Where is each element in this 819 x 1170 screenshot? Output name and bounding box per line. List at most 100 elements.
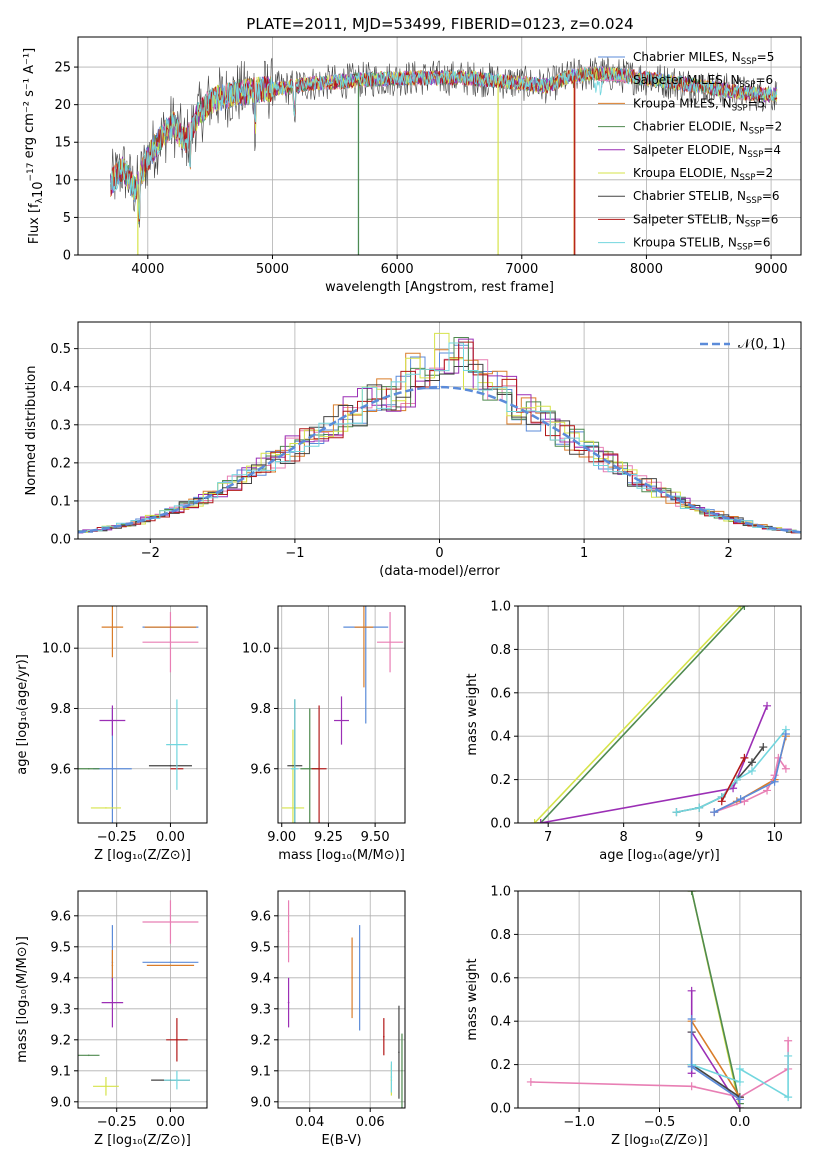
x-tick-label: −2 xyxy=(141,546,160,561)
weight-lines-weight_vs_Z xyxy=(526,891,793,1108)
legend-entry-label: Chabrier ELODIE, N xyxy=(633,120,749,134)
weight-marker xyxy=(687,1062,696,1071)
x-tick-label: 9000 xyxy=(755,262,788,277)
weight-marker xyxy=(759,743,768,752)
y-axis-label-part: Flux [f xyxy=(27,203,42,244)
data-point xyxy=(169,641,172,643)
weight-marker xyxy=(710,808,719,817)
data-point xyxy=(292,807,294,809)
data-point xyxy=(390,1076,393,1078)
y-tick-label: 25 xyxy=(54,61,71,76)
y-tick-label: 9.4 xyxy=(50,971,71,986)
weight-marker xyxy=(781,730,790,739)
weight-marker xyxy=(536,819,545,823)
legend-entry: Salpeter ELODIE, NSSP=4 xyxy=(633,143,781,160)
weight-marker xyxy=(735,1077,744,1086)
histogram-step-6 xyxy=(78,363,801,539)
data-point xyxy=(176,743,178,746)
data-point xyxy=(398,1051,400,1053)
weight-marker xyxy=(687,986,696,995)
weight-line-0 xyxy=(713,733,787,813)
errorbars-age_vs_mass xyxy=(281,606,404,823)
errorbars-mass_vs_ebv xyxy=(287,900,403,1108)
data-point xyxy=(105,807,107,809)
y-tick-label: 1.0 xyxy=(490,600,511,615)
data-point xyxy=(111,719,114,722)
y-axis-label: mass weight xyxy=(465,673,480,755)
y-tick-label: 9.0 xyxy=(250,1095,271,1110)
x-tick-label: −0.25 xyxy=(97,830,137,845)
x-tick-label: 0.00 xyxy=(156,830,185,845)
legend-entry-value: =2 xyxy=(765,120,783,134)
legend-entry-value: =6 xyxy=(753,236,771,250)
data-point xyxy=(318,767,320,770)
legend-entry-value: =5 xyxy=(748,96,766,110)
x-tick-label: 0.06 xyxy=(356,1115,385,1130)
errorbars-age_vs_Z xyxy=(78,606,199,823)
weight-marker xyxy=(770,777,779,786)
weight-marker xyxy=(735,1095,744,1104)
x-axis-label: E(B-V) xyxy=(321,1133,361,1148)
axes-frame xyxy=(77,605,208,824)
y-tick-label: 9.4 xyxy=(250,971,271,986)
errorbars-mass_vs_Z xyxy=(78,900,199,1096)
data-point xyxy=(169,921,172,923)
y-tick-label: 10.0 xyxy=(242,642,271,657)
x-tick-label: 8 xyxy=(620,830,628,845)
legend-entry: 𝒩(0, 1) xyxy=(738,337,785,352)
weight-marker xyxy=(526,1077,535,1086)
weight-marker xyxy=(784,1036,793,1045)
weight-marker xyxy=(763,786,772,795)
normal-curve xyxy=(78,385,801,534)
y-tick-label: 10 xyxy=(54,173,71,188)
y-tick-label: 9.3 xyxy=(50,1002,71,1017)
legend-entry: Chabrier MILES, NSSP=5 xyxy=(633,50,774,67)
figure-title: PLATE=2011, MJD=53499, FIBERID=0123, z=0… xyxy=(246,15,633,33)
y-tick-label: 9.6 xyxy=(50,762,71,777)
x-axis-label: wavelength [Angstrom, rest frame] xyxy=(325,280,554,295)
plot-layers: 4000 5000 6000 7000 8000 90000510152025wavele… xyxy=(15,36,802,1148)
axes-frame xyxy=(277,605,406,824)
x-tick-label: −0.25 xyxy=(97,1115,137,1130)
data-point xyxy=(340,719,343,722)
data-point xyxy=(169,964,172,967)
y-tick-label: 0.6 xyxy=(490,971,511,986)
legend-entry-label: Chabrier STELIB, N xyxy=(633,189,746,203)
grid-mass_vs_ebv xyxy=(278,891,405,1108)
weight-marker xyxy=(781,764,790,773)
weight-marker xyxy=(687,1082,696,1091)
legend-entry: Chabrier ELODIE, NSSP=2 xyxy=(633,120,782,137)
y-tick-label: 15 xyxy=(54,136,71,151)
legend-entry-label: Kroupa MILES, N xyxy=(633,96,732,110)
data-point xyxy=(111,767,114,770)
weight-marker xyxy=(740,753,749,762)
y-tick-label: 0.2 xyxy=(50,456,71,471)
x-tick-label: 9.50 xyxy=(361,830,390,845)
y-axis-label: age [log₁₀(age/yr)] xyxy=(15,654,30,775)
y-tick-label: 0.5 xyxy=(50,342,71,357)
axes-mass_vs_Z: −0.25 0.00 9.0 9.1 9.2 9.3 9.4 9.5 9.6 Z [log₁₀(Z… xyxy=(15,890,208,1148)
x-tick-label: 5000 xyxy=(256,262,289,277)
y-tick-label: 0.4 xyxy=(490,730,511,745)
weight-marker xyxy=(763,701,772,710)
legend-entry-sub: SSP xyxy=(741,57,757,67)
axes-residuals: −2 −1 0 1 2 0.0 0.1 0.2 0.3 0.4 0.5 (data-model)/er… xyxy=(24,321,802,579)
data-point xyxy=(176,1079,178,1081)
weight-marker xyxy=(740,606,749,610)
x-tick-label: 9.00 xyxy=(267,830,296,845)
y-axis-label: mass weight xyxy=(465,958,480,1040)
axes-frame xyxy=(77,321,802,540)
legend-entry-value: =5 xyxy=(757,50,775,64)
data-point xyxy=(363,626,365,628)
axes-spectrum: 4000 5000 6000 7000 8000 9000 0 5 10 15 20 25 wavele… xyxy=(22,36,802,295)
legend-entry-label: Salpeter STELIB, N xyxy=(633,212,745,226)
legend-entry: Kroupa ELODIE, NSSP=2 xyxy=(633,166,773,183)
axes-frame xyxy=(77,890,208,1109)
histogram-step-8 xyxy=(78,342,801,539)
legend-entry-label: Chabrier MILES, N xyxy=(633,50,741,64)
weight-marker xyxy=(530,819,539,823)
legend-entry-sub: SSP xyxy=(746,196,762,206)
data-point xyxy=(389,641,391,643)
legend-entry: Salpeter MILES, NSSP=6 xyxy=(633,73,773,90)
x-tick-label: −1 xyxy=(285,546,304,561)
